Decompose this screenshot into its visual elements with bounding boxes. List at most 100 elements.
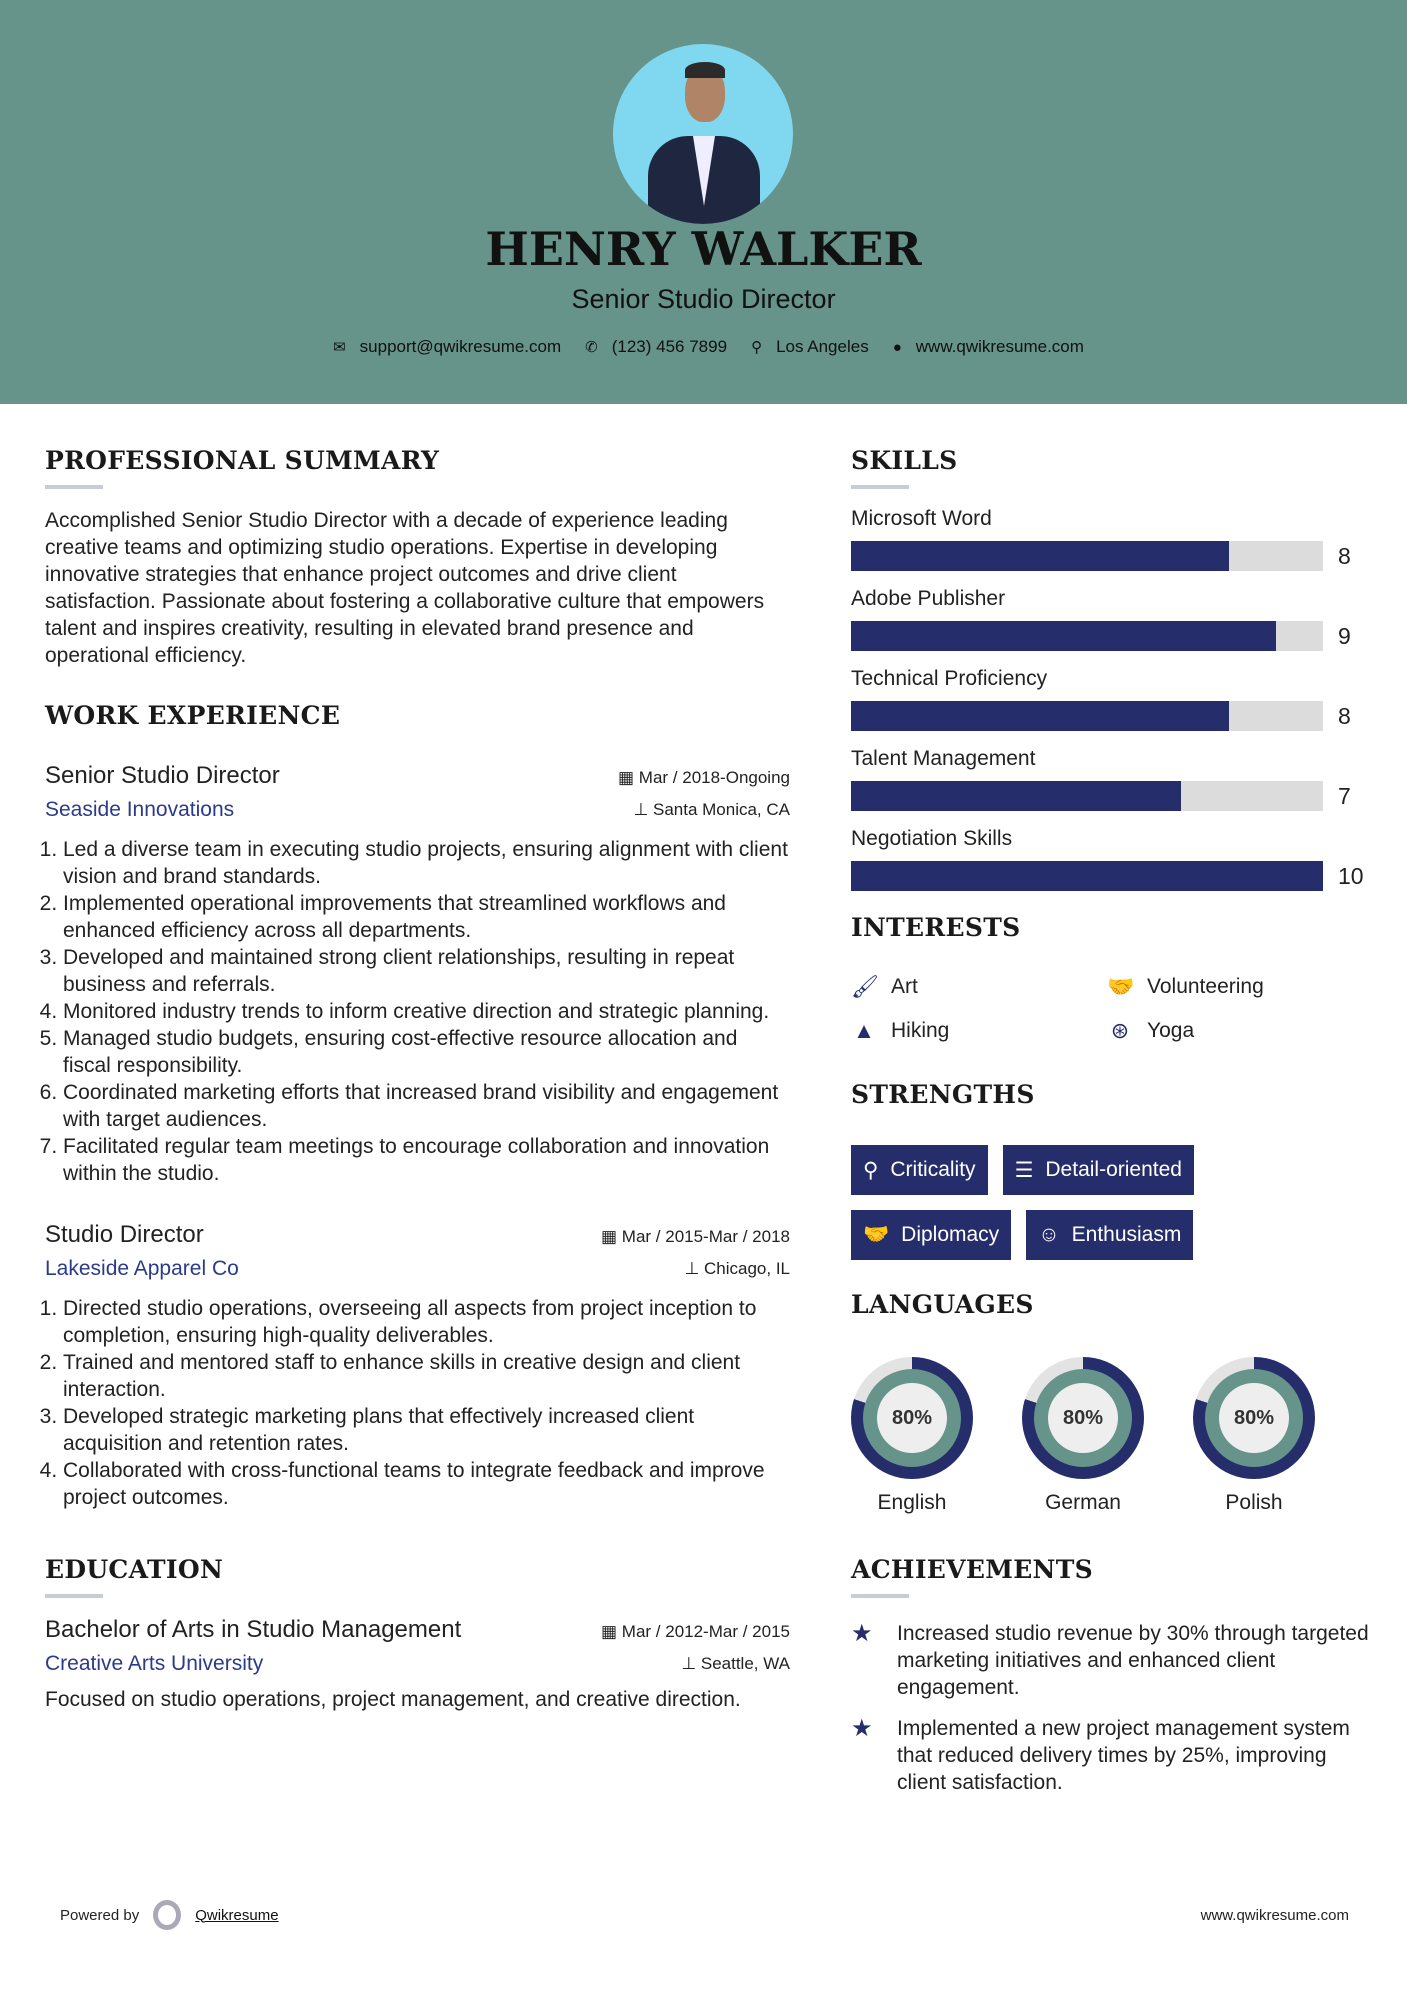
skill-row: 9 xyxy=(851,621,1371,651)
summary-text: Accomplished Senior Studio Director with… xyxy=(45,509,765,667)
languages-list: 80% English 80% German 80% Polish xyxy=(851,1357,1371,1515)
pin-icon: ⊥ xyxy=(633,800,653,819)
job-entry: Studio Director Lakeside Apparel Co ▦ Mar … xyxy=(45,1221,790,1511)
bullet-item: Implemented operational improvements tha… xyxy=(63,890,790,944)
skill-level: 9 xyxy=(1338,622,1351,649)
skill-name: Microsoft Word xyxy=(851,507,992,530)
map-marker-icon: ⚲ xyxy=(751,339,763,356)
section-heading-achievements: ACHIEVEMENTS xyxy=(851,1555,1093,1584)
search-icon: ⚲ xyxy=(863,1158,879,1182)
interest-label: Art xyxy=(891,975,918,998)
footer-website[interactable]: www.qwikresume.com xyxy=(1200,1907,1349,1924)
language-name: English xyxy=(877,1491,947,1514)
job-title: Senior Studio Director xyxy=(45,762,280,789)
contact-bar: ✉ support@qwikresume.com ✆ (123) 456 7899 … xyxy=(0,337,1407,357)
skill-bar-fill xyxy=(851,781,1182,811)
interest-label: Yoga xyxy=(1147,1019,1195,1042)
skill-level: 10 xyxy=(1338,862,1364,889)
candidate-name: HENRY WALKER xyxy=(485,222,922,276)
bullet-item: Facilitated regular team meetings to enc… xyxy=(63,1133,790,1187)
skill-bar-fill xyxy=(851,701,1229,731)
job-title: Studio Director xyxy=(45,1221,204,1248)
bullet-item: Managed studio budgets, ensuring cost-ef… xyxy=(63,1025,790,1079)
job-entry: Senior Studio Director Seaside Innovation… xyxy=(45,762,790,1187)
skill-row: 8 xyxy=(851,701,1371,731)
language-percent: 80% xyxy=(1048,1383,1118,1453)
section-heading-work: WORK EXPERIENCE xyxy=(45,701,341,730)
skill-bar xyxy=(851,701,1323,731)
skill-bar-fill xyxy=(851,541,1229,571)
right-column: SKILLS Microsoft Word 8 Adobe Publisher 9 Te… xyxy=(851,446,1371,1810)
skill-row: 10 xyxy=(851,861,1371,891)
location-text: Chicago, IL xyxy=(704,1259,790,1278)
interest-label: Volunteering xyxy=(1147,975,1264,998)
skill-level: 7 xyxy=(1338,782,1351,809)
language-item: 80% German xyxy=(1022,1357,1144,1515)
date-text: Mar / 2012-Mar / 2015 xyxy=(621,1622,790,1641)
skill-bar xyxy=(851,781,1323,811)
heading-spacer xyxy=(45,740,103,744)
education-location: ⊥ Seattle, WA xyxy=(681,1654,790,1674)
degree: Bachelor of Arts in Studio Management xyxy=(45,1616,462,1643)
language-name: Polish xyxy=(1225,1491,1283,1514)
contact-phone: (123) 456 7899 xyxy=(611,337,728,356)
date-text: Mar / 2015-Mar / 2018 xyxy=(621,1227,790,1246)
contact-location: Los Angeles xyxy=(776,337,869,356)
handshake-icon: 🤝 xyxy=(863,1223,890,1246)
bullet-item: Trained and mentored staff to enhance sk… xyxy=(63,1349,790,1403)
bullet-item: Led a diverse team in executing studio p… xyxy=(63,836,790,890)
strength-label: Criticality xyxy=(890,1158,976,1181)
heading-underline xyxy=(45,1594,103,1598)
achievement-item: ★ Increased studio revenue by 30% through… xyxy=(851,1620,1371,1701)
skill-name: Technical Proficiency xyxy=(851,667,1048,690)
language-donut: 80% xyxy=(1193,1357,1315,1479)
contact-website[interactable]: www.qwikresume.com xyxy=(915,337,1084,356)
left-column: PROFESSIONAL SUMMARY Accomplished Senior… xyxy=(45,446,790,1713)
skill-name: Adobe Publisher xyxy=(851,587,1006,610)
bullet-item: Developed and maintained strong client r… xyxy=(63,944,790,998)
job-location: ⊥ Chicago, IL xyxy=(684,1259,790,1279)
job-date: ▦ Mar / 2018-Ongoing xyxy=(618,768,790,788)
heading-spacer xyxy=(851,1329,909,1333)
phone-icon: ✆ xyxy=(585,339,598,356)
candidate-role: Senior Studio Director xyxy=(571,284,836,314)
globe-icon: ● xyxy=(892,338,902,356)
interest-item: ⊛ Yoga xyxy=(1107,1018,1363,1044)
bullet-item: Developed strategic marketing plans that… xyxy=(63,1403,790,1457)
bullet-item: Monitored industry trends to inform crea… xyxy=(63,998,790,1025)
language-item: 80% English xyxy=(851,1357,973,1515)
company-name: Seaside Innovations xyxy=(45,798,235,821)
heading-underline xyxy=(45,485,103,489)
education-date: ▦ Mar / 2012-Mar / 2015 xyxy=(601,1622,790,1642)
paintbrush-icon: 🖌 xyxy=(851,974,879,999)
calendar-icon: ▦ xyxy=(601,1227,622,1246)
achievements-list: ★ Increased studio revenue by 30% through… xyxy=(851,1620,1371,1796)
bullet-item: Directed studio operations, overseeing a… xyxy=(63,1295,790,1349)
education-entry: Bachelor of Arts in Studio Management Cr… xyxy=(45,1616,790,1713)
strength-label: Diplomacy xyxy=(901,1223,1000,1246)
interest-item: ▲ Hiking xyxy=(851,1018,1107,1044)
language-percent: 80% xyxy=(877,1383,947,1453)
qwikresume-logo-icon xyxy=(153,1900,182,1930)
strength-tag: ⚲ Criticality xyxy=(851,1145,988,1195)
qwikresume-link[interactable]: Qwikresume xyxy=(195,1906,279,1924)
smile-icon: ☺ xyxy=(1038,1223,1060,1246)
section-heading-summary: PROFESSIONAL SUMMARY xyxy=(45,446,440,475)
skill-level: 8 xyxy=(1338,702,1351,729)
contact-email[interactable]: support@qwikresume.com xyxy=(359,337,562,356)
skill-row: 7 xyxy=(851,781,1371,811)
profile-photo xyxy=(613,44,793,224)
envelope-icon: ✉ xyxy=(333,339,346,356)
location-text: Santa Monica, CA xyxy=(652,800,790,819)
strength-tag: ☺ Enthusiasm xyxy=(1026,1210,1194,1260)
footer-powered-by: Powered by Qwikresume xyxy=(60,1900,279,1930)
section-heading-strengths: STRENGTHS xyxy=(851,1080,1035,1109)
heading-spacer xyxy=(851,952,909,956)
achievement-item: ★ Implemented a new project management sy… xyxy=(851,1715,1371,1796)
education-description: Focused on studio operations, project ma… xyxy=(45,1688,741,1711)
interest-item: 🤝 Volunteering xyxy=(1107,974,1363,1000)
interests-list: 🖌 Art 🤝 Volunteering ▲ Hiking ⊛ Yoga xyxy=(851,974,1371,1044)
strength-label: Enthusiasm xyxy=(1071,1223,1182,1246)
interest-label: Hiking xyxy=(891,1019,950,1042)
life-ring-icon: ⊛ xyxy=(1110,1018,1130,1043)
